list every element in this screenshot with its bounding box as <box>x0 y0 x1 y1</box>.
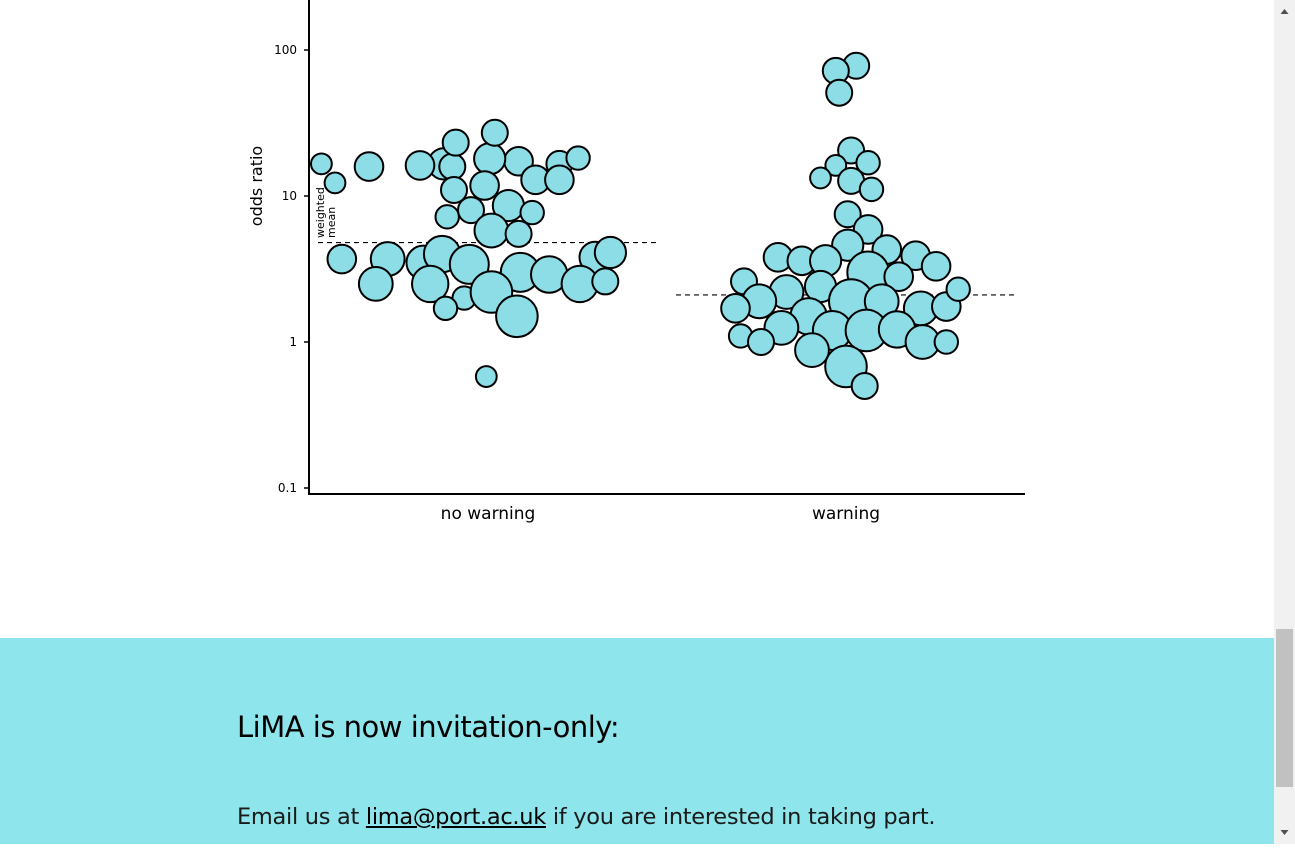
data-point <box>850 371 879 400</box>
scroll-down-button[interactable] <box>1274 822 1295 844</box>
chart-points <box>310 51 971 400</box>
vertical-scrollbar[interactable] <box>1274 0 1295 844</box>
y-tick-label: 1 <box>289 335 297 349</box>
data-point <box>824 154 848 177</box>
page: 0.1 1 10 100 odds ratio no warning warning weig… <box>0 0 1274 844</box>
x-tick-label: no warning <box>441 504 536 524</box>
data-point <box>457 196 485 225</box>
data-point <box>404 150 436 181</box>
data-point <box>357 266 394 302</box>
odds-ratio-chart: 0.1 1 10 100 odds ratio no warning warning weig… <box>247 0 1025 524</box>
data-point <box>794 332 830 369</box>
data-point <box>473 142 507 176</box>
data-point <box>809 166 832 190</box>
data-point <box>855 150 881 176</box>
email-link[interactable]: lima@port.ac.uk <box>365 804 546 830</box>
x-tick-label: warning <box>812 504 880 524</box>
data-point <box>473 212 510 249</box>
data-point <box>825 78 854 107</box>
y-tick-label: 10 <box>282 189 297 203</box>
data-point <box>438 152 467 181</box>
data-point <box>591 267 620 296</box>
data-point <box>504 219 533 248</box>
data-point <box>432 295 459 322</box>
y-tick-label: 0.1 <box>278 481 297 495</box>
weighted-mean-label-line: mean <box>325 207 338 238</box>
banner-text: Email us at lima@port.ac.uk if you are i… <box>237 804 936 830</box>
data-point <box>720 293 751 324</box>
data-point <box>474 365 498 388</box>
data-point <box>883 261 915 293</box>
chart-labels: 0.1 1 10 100 odds ratio no warning warning weig… <box>247 43 880 524</box>
data-point <box>565 145 591 171</box>
y-axis-label: odds ratio <box>247 146 266 226</box>
scroll-down-arrow-icon <box>1280 830 1289 835</box>
data-point <box>519 199 545 226</box>
data-point <box>480 118 509 147</box>
data-point <box>469 170 500 201</box>
banner-text-after: if you are interested in taking part. <box>545 804 936 830</box>
weighted-mean-label-line: weighted <box>314 187 327 238</box>
data-point <box>411 264 450 304</box>
data-point <box>933 329 959 355</box>
data-point <box>920 250 952 282</box>
weighted-mean-label: weightedmean <box>314 187 338 238</box>
data-point <box>326 243 358 275</box>
data-point <box>495 294 539 339</box>
data-point <box>945 276 971 302</box>
data-point <box>593 235 628 270</box>
data-point <box>441 128 470 157</box>
data-point <box>310 152 333 176</box>
data-point <box>747 328 775 356</box>
data-point <box>323 171 347 195</box>
data-point <box>544 164 575 196</box>
banner-text-before: Email us at <box>237 804 366 830</box>
scroll-thumb[interactable] <box>1276 629 1293 787</box>
banner-heading: LiMA is now invitation-only: <box>237 710 620 744</box>
scroll-up-button[interactable] <box>1274 0 1295 22</box>
data-point <box>434 204 460 230</box>
data-point <box>858 176 885 203</box>
y-tick-label: 100 <box>274 43 297 57</box>
data-point <box>833 200 862 229</box>
invitation-banner <box>0 638 1274 844</box>
data-point <box>440 175 468 204</box>
data-point <box>353 151 385 182</box>
scroll-up-arrow-icon <box>1280 9 1289 14</box>
chart-axes <box>304 0 1025 495</box>
